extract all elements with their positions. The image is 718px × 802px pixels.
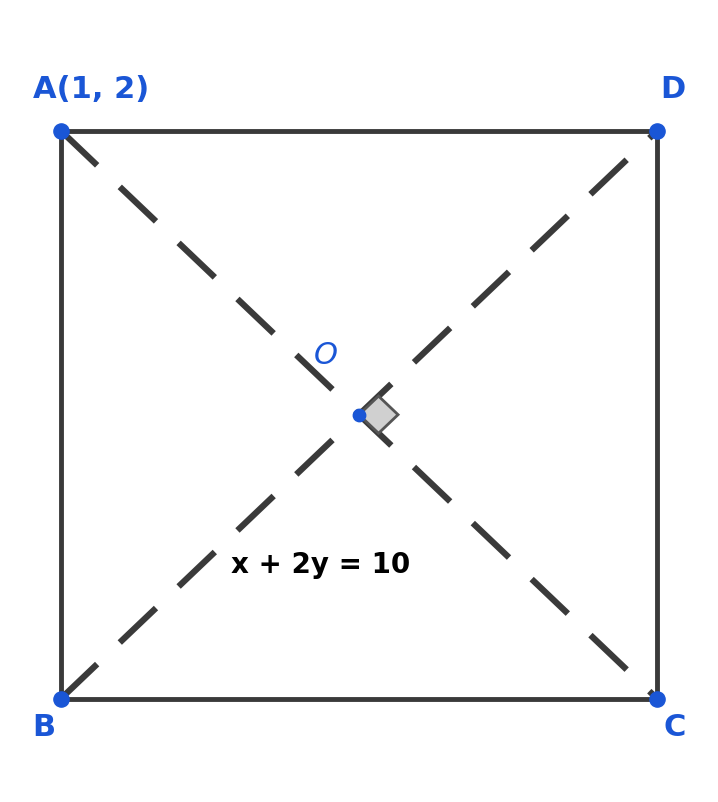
Text: B: B: [32, 712, 56, 741]
Text: C: C: [663, 712, 686, 741]
Point: [353, 409, 365, 422]
Point: [651, 125, 663, 138]
Point: [55, 692, 67, 705]
Point: [651, 692, 663, 705]
Text: A(1, 2): A(1, 2): [32, 75, 149, 104]
Polygon shape: [359, 397, 398, 434]
Text: x + 2y = 10: x + 2y = 10: [231, 550, 411, 578]
Text: O: O: [314, 340, 337, 369]
Text: D: D: [660, 75, 686, 104]
Point: [55, 125, 67, 138]
